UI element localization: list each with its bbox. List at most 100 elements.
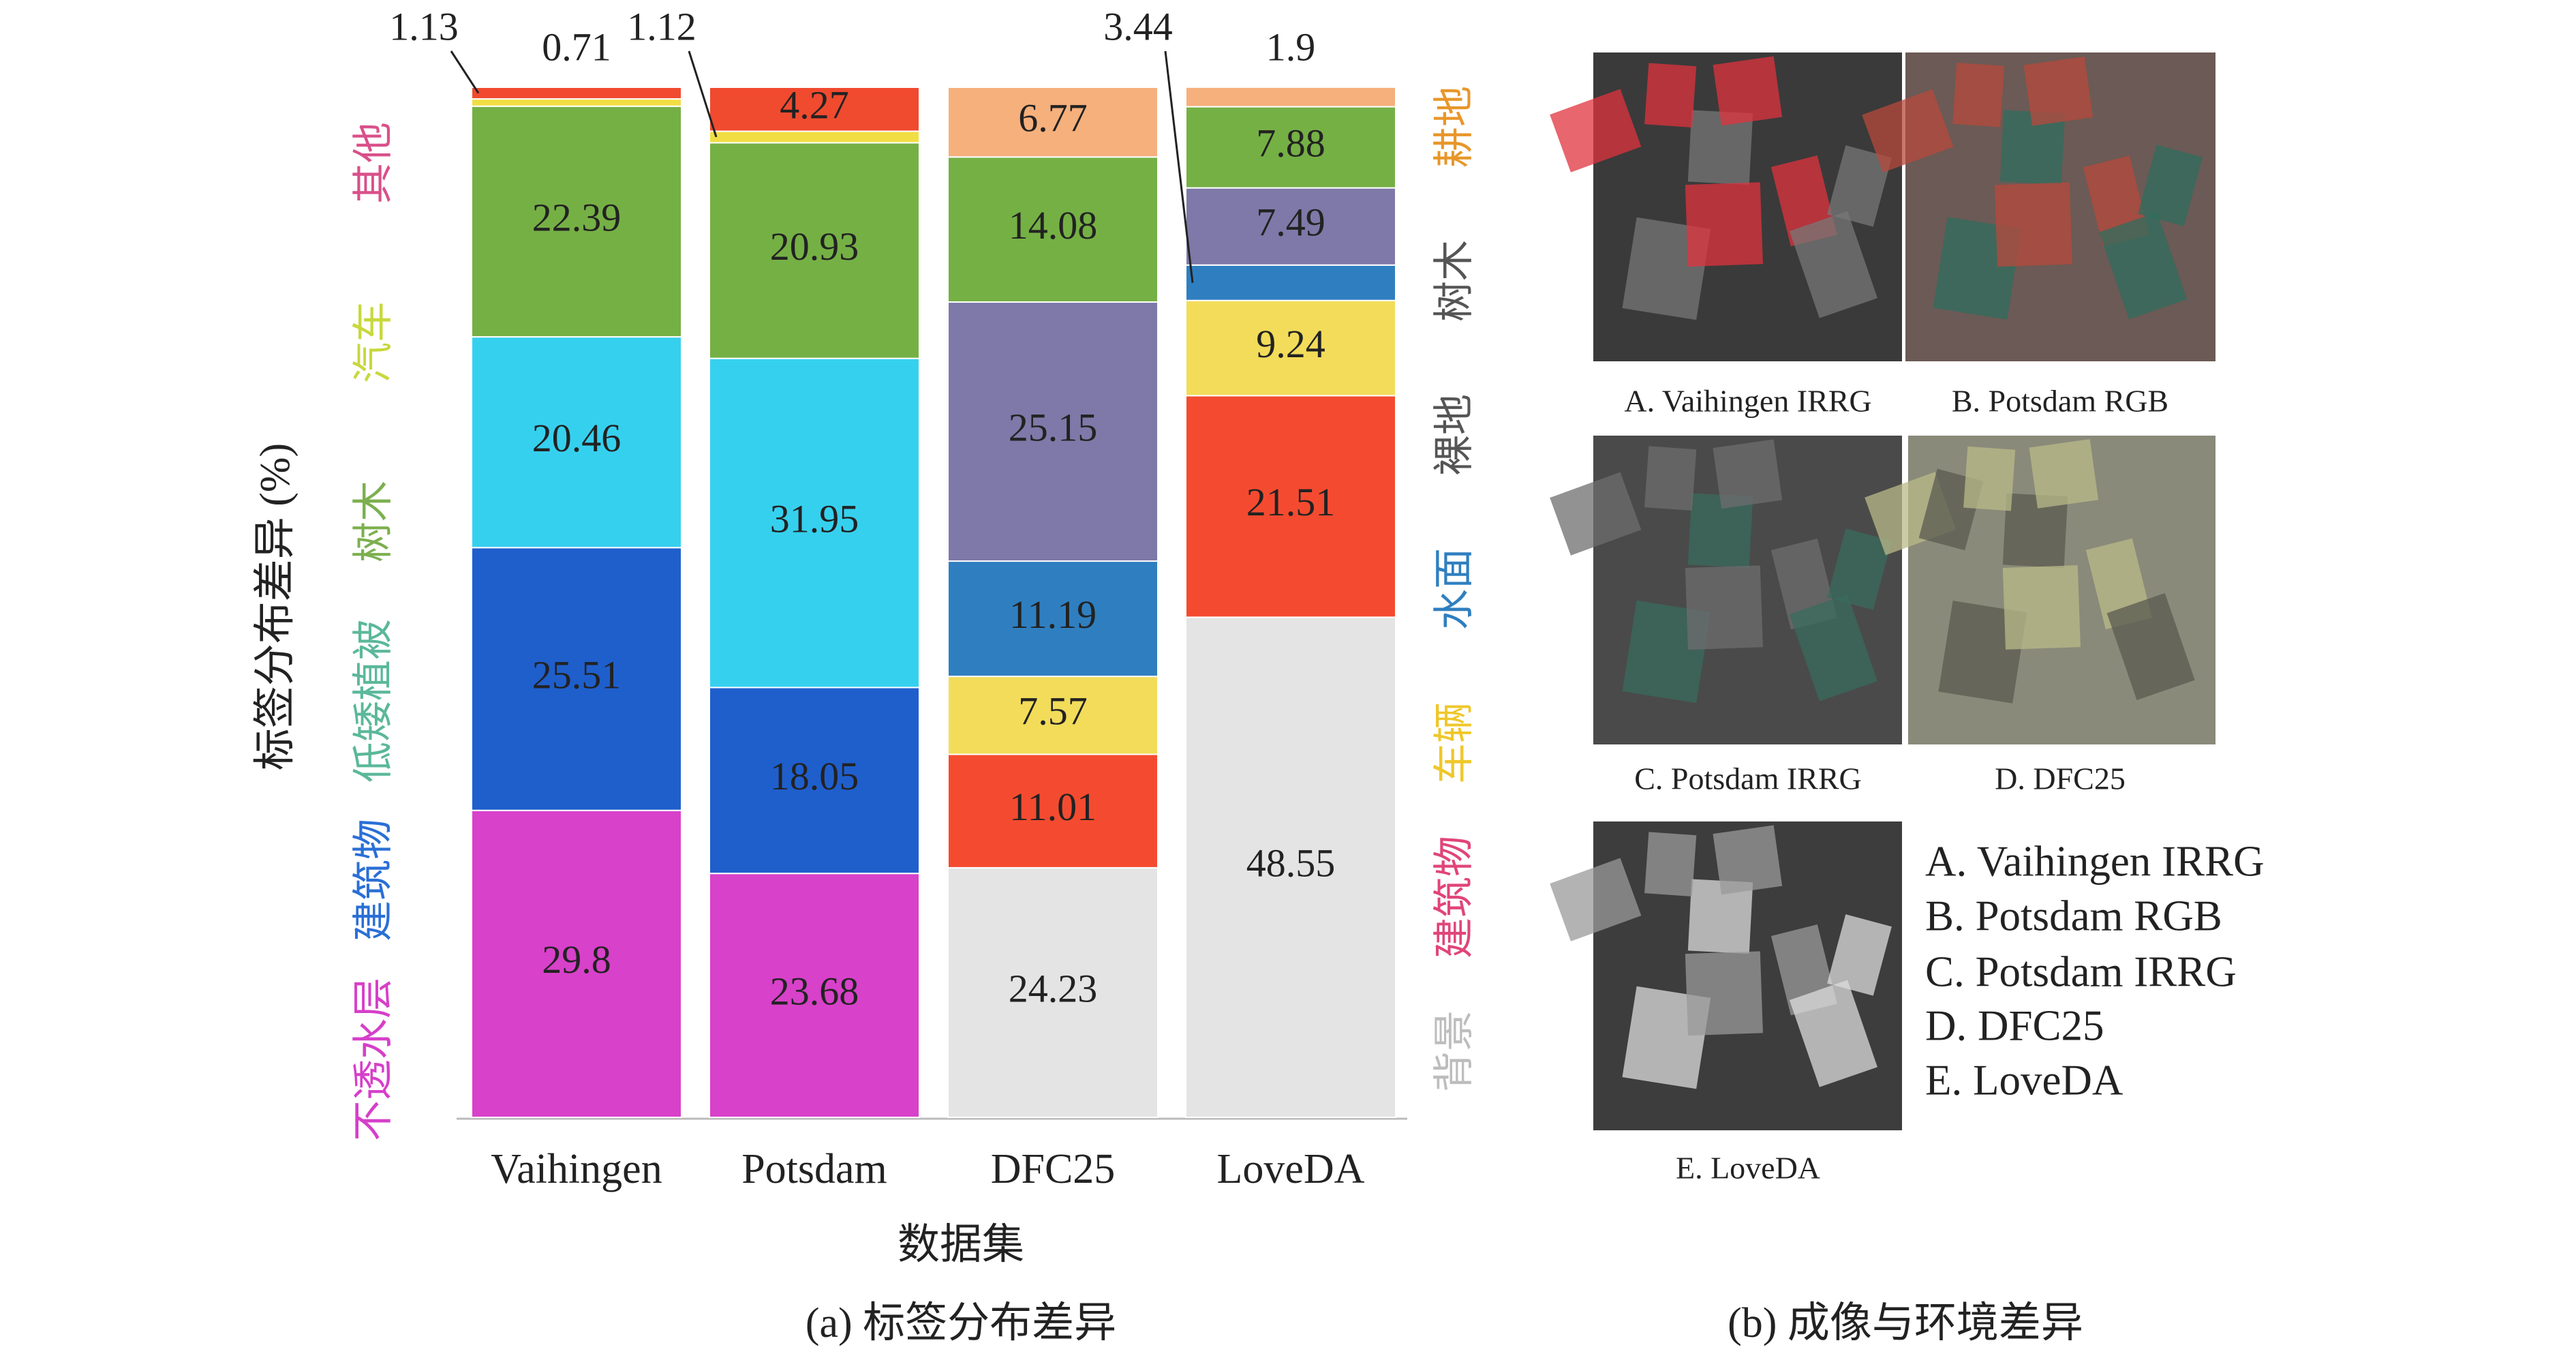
- aerial-image: [1862, 52, 2215, 361]
- value-label: 20.46: [532, 416, 622, 460]
- value-label: 7.88: [1256, 121, 1325, 165]
- aerial-image: [1865, 436, 2215, 744]
- value-label: 14.08: [1009, 203, 1098, 247]
- image-patch: [2002, 493, 2068, 569]
- series-label: 树木: [351, 481, 396, 562]
- series-label: 树木: [1432, 240, 1477, 322]
- image-patch: [1952, 62, 2005, 127]
- legend-entry: D. DFC25: [1925, 1001, 2104, 1049]
- image-patch: [1687, 493, 1753, 569]
- image-patch: [1713, 56, 1783, 126]
- bar-segment: [709, 357, 920, 689]
- legend-entry: B. Potsdam RGB: [1925, 892, 2222, 939]
- value-label: 7.57: [1018, 689, 1088, 734]
- legend-entry: E. LoveDA: [1925, 1056, 2123, 1104]
- value-label: 25.15: [1009, 405, 1098, 449]
- image-caption: A. Vaihingen IRRG: [1624, 384, 1871, 419]
- bar-segment: [471, 87, 682, 100]
- image-patch: [1644, 63, 1697, 128]
- value-label: 1.13: [389, 4, 459, 48]
- bar-segment: [947, 301, 1159, 562]
- aerial-image: [1550, 436, 1902, 744]
- image-patch: [2099, 212, 2188, 320]
- bar-segment: [1185, 264, 1396, 301]
- series-label: 裸地: [1432, 394, 1477, 476]
- value-label: 11.01: [1009, 785, 1097, 829]
- series-label: 低矮植被: [351, 619, 396, 783]
- bar-segment: [947, 156, 1159, 303]
- bar-segment: [1185, 86, 1396, 108]
- image-patch: [1789, 980, 1877, 1087]
- image-patch: [2029, 439, 2099, 509]
- image-patch: [1550, 858, 1642, 941]
- value-label: 0.71: [542, 25, 611, 69]
- aerial-image: [1550, 52, 1902, 361]
- series-label: 车辆: [1432, 702, 1477, 784]
- bar-segment: [709, 873, 920, 1118]
- leader-line: [688, 50, 718, 138]
- bar-segment: [947, 87, 1159, 158]
- image-patch: [1789, 594, 1877, 701]
- value-label: 20.93: [770, 224, 859, 269]
- series-label: 其他: [351, 122, 396, 204]
- image-patch: [1963, 446, 2016, 511]
- image-patch: [2023, 56, 2094, 126]
- bar-segment: [709, 87, 920, 132]
- image-patch: [1550, 472, 1642, 556]
- caption-a: (a) 标签分布差异: [806, 1300, 1116, 1346]
- image-patch: [1644, 832, 1697, 897]
- value-label: 6.77: [1018, 95, 1088, 140]
- image-patch: [1685, 182, 1763, 267]
- image-patch: [1685, 565, 1763, 650]
- bar-segment: [947, 560, 1159, 678]
- image-patch: [1550, 89, 1642, 172]
- image-patch: [1827, 528, 1892, 610]
- x-tick-label: LoveDA: [1217, 1146, 1365, 1192]
- bar-segment: [471, 98, 682, 107]
- bar-segment: [947, 753, 1159, 869]
- bar-segment: [1185, 106, 1396, 189]
- caption-b: (b) 成像与环境差异: [1728, 1300, 2083, 1346]
- bar-segment: [709, 130, 920, 144]
- legend-entry: A. Vaihingen IRRG: [1925, 837, 2265, 885]
- value-label: 25.51: [532, 652, 622, 697]
- image-patch: [2106, 593, 2195, 700]
- image-patch: [2002, 565, 2081, 650]
- image-patch: [1862, 89, 1954, 173]
- bar-segment: [471, 547, 682, 811]
- value-label: 3.44: [1103, 4, 1173, 48]
- image-caption: E. LoveDA: [1676, 1151, 1820, 1186]
- series-label: 不透水层: [351, 978, 396, 1141]
- bar-segment: [471, 809, 682, 1119]
- series-label: 建筑物: [351, 819, 396, 941]
- value-label: 7.49: [1256, 200, 1325, 245]
- image-patch: [1713, 439, 1783, 509]
- bar-segment: [1185, 616, 1396, 1118]
- x-axis-label: 数据集: [898, 1222, 1024, 1268]
- image-caption: C. Potsdam IRRG: [1634, 761, 1862, 796]
- value-label: 22.39: [532, 195, 622, 239]
- bar-segment: [709, 142, 920, 359]
- bar-segment: [947, 676, 1159, 755]
- value-label: 18.05: [770, 754, 859, 798]
- value-label: 48.55: [1246, 841, 1336, 886]
- series-label: 水面: [1432, 548, 1477, 630]
- series-label: 建筑物: [1432, 836, 1477, 959]
- value-label: 1.12: [627, 4, 696, 48]
- value-label: 4.27: [780, 83, 849, 127]
- value-label: 29.8: [542, 937, 611, 982]
- value-label: 1.9: [1266, 25, 1316, 69]
- leader-line: [1164, 50, 1194, 283]
- x-tick-label: DFC25: [991, 1146, 1116, 1192]
- image-patch: [2138, 145, 2203, 226]
- value-label: 9.24: [1256, 322, 1325, 366]
- image-patch: [1994, 182, 2072, 267]
- image-patch: [1827, 914, 1892, 996]
- series-label: 耕地: [1432, 86, 1477, 168]
- image-patch: [1687, 110, 1753, 185]
- bar-segment: [709, 686, 920, 875]
- image-caption: B. Potsdam RGB: [1952, 384, 2168, 419]
- bar-segment: [471, 105, 682, 338]
